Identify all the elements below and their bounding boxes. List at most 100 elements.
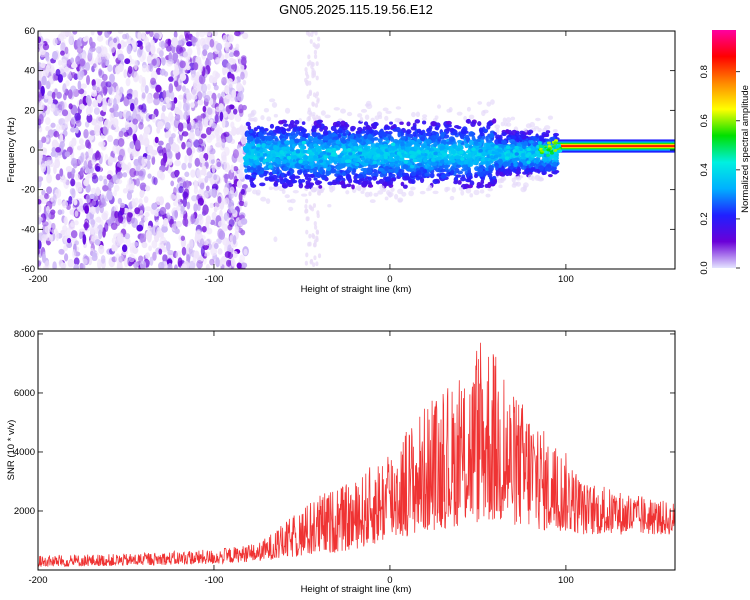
spectrogram-noise-cell: [141, 241, 148, 249]
spectrogram-band-cell: [355, 130, 362, 134]
spectrogram-noise-cell: [64, 119, 69, 128]
spectrogram-noise-cell: [69, 209, 74, 215]
spectrogram-band-cell: [416, 175, 423, 180]
spectrogram-band-cell: [518, 162, 523, 168]
spectrogram-noise-cell: [113, 111, 120, 118]
spectrogram-band-cell: [406, 121, 411, 127]
spectrogram-band-cell: [543, 157, 548, 162]
spectrogram-noise-cell: [218, 103, 224, 111]
spectrogram-band-cell: [492, 118, 497, 124]
spectrogram-band-core: [344, 154, 350, 159]
spectrogram-band-core: [526, 160, 531, 164]
spectrogram-band-cell: [346, 111, 353, 117]
spectrogram-y-tick-label: 0: [30, 145, 35, 156]
spectrogram-noise-cell: [199, 37, 206, 47]
spectrogram-x-tick-label: 100: [558, 274, 574, 285]
spectrogram-band-cell: [392, 128, 398, 132]
spectrogram-band-cell: [387, 191, 394, 198]
spectrogram-band-cell: [395, 106, 402, 110]
spectrogram-noise-cell: [306, 94, 310, 99]
spectrogram-band-cell: [446, 141, 453, 145]
spectrogram-band-cell: [485, 193, 491, 198]
spectrogram-noise-cell: [160, 232, 165, 239]
spectrogram-noise-cell: [237, 91, 244, 102]
spectrogram-band-cell: [469, 161, 474, 167]
spectrogram-noise-cell: [221, 154, 227, 165]
spectrogram-noise-cell: [170, 180, 175, 187]
spectrogram-noise-cell: [52, 193, 57, 204]
spectrogram-band-core: [327, 149, 333, 153]
spectrogram-noise-cell: [92, 63, 97, 69]
spectrogram-noise-cell: [133, 59, 138, 71]
spectrogram-band-core: [478, 148, 483, 153]
spectrogram-noise-cell: [191, 195, 198, 202]
spectrogram-band-cell: [314, 180, 322, 186]
spectrogram-noise-cell: [45, 125, 50, 132]
spectrogram-noise-cell: [119, 39, 125, 50]
spectrogram-band-cell: [410, 126, 417, 131]
spectrogram-noise-cell: [173, 31, 178, 39]
spectrogram-noise-cell: [61, 200, 69, 209]
spectrogram-noise-cell: [55, 173, 61, 181]
spectrogram-band-cell: [257, 165, 262, 171]
spectrogram-band-cell: [370, 137, 376, 142]
spectrogram-noise-cell: [132, 118, 138, 125]
spectrogram-noise-cell: [89, 130, 96, 136]
spectrogram-band-cell: [311, 112, 316, 116]
spectrogram-noise-cell: [96, 258, 102, 269]
spectrogram-band-cell: [263, 128, 269, 132]
spectrogram-band-cell: [437, 104, 442, 109]
spectrogram-band-core: [546, 148, 551, 152]
spectrogram-noise-cell: [203, 116, 209, 128]
spectrogram-noise-cell: [97, 31, 103, 36]
spectrogram-noise-cell: [236, 82, 243, 92]
spectrogram-noise-cell: [63, 92, 67, 101]
spectrogram-noise-cell: [151, 240, 158, 249]
spectrogram-band-cell: [410, 186, 416, 191]
spectrogram-noise-cell: [72, 249, 76, 259]
spectrogram-noise-cell: [239, 64, 245, 71]
spectrogram-band-cell: [531, 175, 535, 182]
spectrogram-noise-cell: [154, 136, 159, 144]
spectrogram-noise-cell: [90, 31, 95, 36]
spectrogram-band-core: [308, 151, 314, 156]
spectrogram-band-cell: [545, 130, 551, 134]
spectrogram-noise-cell: [312, 203, 317, 208]
spectrogram-noise-cell: [202, 44, 209, 51]
spectrogram-noise-cell: [84, 121, 90, 128]
spectrogram-noise-cell: [125, 110, 132, 121]
spectrogram-noise-cell: [122, 188, 128, 194]
spectrogram-noise-cell: [172, 69, 180, 76]
spectrogram-noise-cell: [229, 52, 235, 58]
spectrogram-noise-cell: [166, 241, 171, 252]
spectrogram-noise-cell: [139, 190, 145, 196]
spectrogram-band-cell: [283, 123, 289, 127]
spectrogram-band-cell: [285, 179, 290, 184]
spectrogram-noise-cell: [131, 41, 138, 47]
spectrogram-noise-cell: [233, 50, 240, 57]
spectrogram-noise-cell: [85, 194, 91, 204]
spectrogram-noise-cell: [304, 208, 308, 214]
snr-y-label: SNR (10 * v/v): [6, 420, 17, 481]
spectrogram-band-cell: [337, 175, 344, 180]
spectrogram-band-cell: [538, 177, 545, 182]
spectrogram-band-cell: [367, 133, 372, 138]
spectrogram-noise-cell: [311, 67, 315, 73]
spectrogram-noise-cell: [221, 255, 228, 263]
spectrogram-noise-cell: [217, 248, 223, 255]
colorbar-tick-label: 0.2: [699, 212, 710, 225]
spectrogram-noise-cell: [73, 257, 80, 266]
spectrogram-noise-cell: [142, 35, 148, 42]
spectrogram-band-cell: [466, 106, 471, 112]
spectrogram-noise-cell: [202, 49, 208, 57]
spectrogram-noise-cell: [140, 82, 145, 93]
spectrogram-noise-cell: [100, 141, 106, 147]
spectrogram-band-cell: [315, 123, 322, 128]
spectrogram-band-cell: [428, 125, 433, 130]
spectrogram-band-cell: [408, 190, 414, 197]
spectrogram-band-cell: [416, 170, 421, 176]
spectrogram-noise-cell: [150, 44, 156, 55]
spectrogram-noise-cell: [224, 146, 230, 156]
spectrogram-noise-cell: [53, 130, 60, 138]
